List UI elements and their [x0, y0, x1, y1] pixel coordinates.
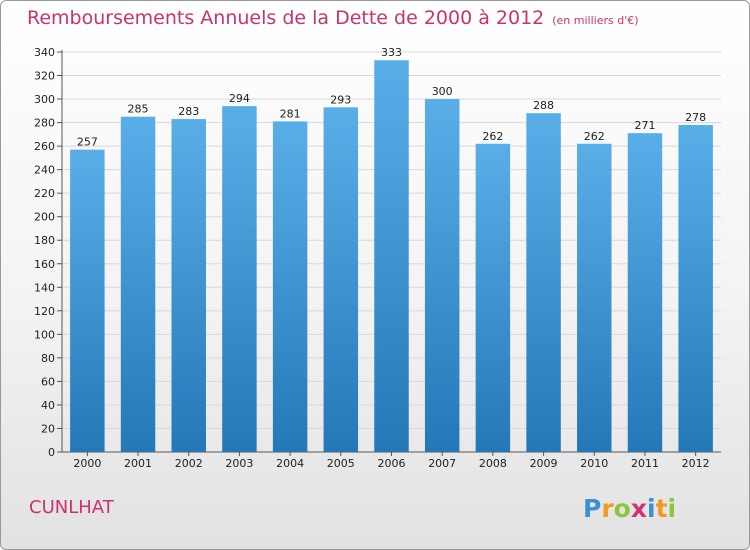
y-tick-label: 320: [34, 70, 55, 83]
x-tick-label: 2007: [428, 457, 456, 470]
data-label: 278: [685, 111, 706, 124]
data-label: 333: [381, 46, 402, 59]
data-label: 283: [178, 105, 199, 118]
proxiti-logo: Proxiti: [583, 491, 693, 527]
x-tick-label: 2005: [327, 457, 355, 470]
y-tick-label: 240: [34, 164, 55, 177]
x-tick-label: 2003: [225, 457, 253, 470]
x-tick-label: 2002: [175, 457, 203, 470]
y-tick-label: 280: [34, 117, 55, 130]
data-label: 285: [128, 103, 149, 116]
data-label: 262: [584, 130, 605, 143]
chart-unit: (en milliers d'€): [552, 14, 639, 27]
chart-title-text: Remboursements Annuels de la Dette de 20…: [27, 7, 545, 29]
data-label: 257: [77, 136, 98, 149]
y-tick-label: 120: [34, 305, 55, 318]
x-tick-label: 2011: [631, 457, 659, 470]
y-tick-label: 300: [34, 93, 55, 106]
bar: [678, 124, 713, 453]
proxiti-logo-mark: Proxiti: [583, 494, 676, 523]
data-label: 288: [533, 99, 554, 112]
y-tick-label: 100: [34, 328, 55, 341]
bar: [222, 106, 257, 452]
x-tick-label: 2000: [73, 457, 101, 470]
bar: [70, 149, 105, 452]
y-tick-label: 200: [34, 211, 55, 224]
bar: [577, 143, 612, 452]
x-tick-label: 2010: [580, 457, 608, 470]
commune-name: CUNLHAT: [29, 497, 114, 518]
data-label: 300: [432, 85, 453, 98]
y-tick-label: 40: [41, 399, 55, 412]
x-tick-label: 2001: [124, 457, 152, 470]
bars: [70, 60, 713, 453]
data-label: 281: [280, 107, 301, 120]
y-tick-label: 0: [48, 446, 55, 459]
y-tick-label: 160: [34, 258, 55, 271]
y-tick-label: 60: [41, 375, 55, 388]
bar: [323, 107, 359, 452]
bar: [475, 143, 511, 452]
data-label: 294: [229, 92, 250, 105]
y-tick-label: 80: [41, 352, 55, 365]
bar: [526, 113, 561, 453]
bar: [424, 99, 460, 452]
y-tick-label: 140: [34, 281, 55, 294]
svg-text:Proxiti: Proxiti: [583, 494, 676, 523]
y-tick-label: 340: [34, 46, 55, 59]
chart-title: Remboursements Annuels de la Dette de 20…: [27, 7, 639, 29]
x-tick-label: 2008: [479, 457, 507, 470]
bar: [272, 121, 308, 452]
y-tick-label: 260: [34, 140, 55, 153]
y-tick-label: 20: [41, 422, 55, 435]
axes: 0 20 40 60 80 100 120 140 160 180 200 220 240 260 280 3…: [34, 46, 721, 459]
x-tick-label: 2009: [530, 457, 558, 470]
bar: [627, 133, 663, 453]
x-tick-label: 2004: [276, 457, 304, 470]
bar: [171, 119, 206, 452]
y-tick-label: 180: [34, 234, 55, 247]
data-label: 262: [482, 130, 503, 143]
data-label: 271: [634, 119, 655, 132]
y-tick-label: 220: [34, 187, 55, 200]
bar: [374, 60, 409, 453]
bar: [120, 116, 156, 453]
x-tick-label: 2006: [378, 457, 406, 470]
labels: 257 2000 285 2001 283 2002 294 2003 281 2004 293 20…: [73, 46, 709, 470]
x-tick-label: 2012: [682, 457, 710, 470]
data-label: 293: [330, 93, 351, 106]
